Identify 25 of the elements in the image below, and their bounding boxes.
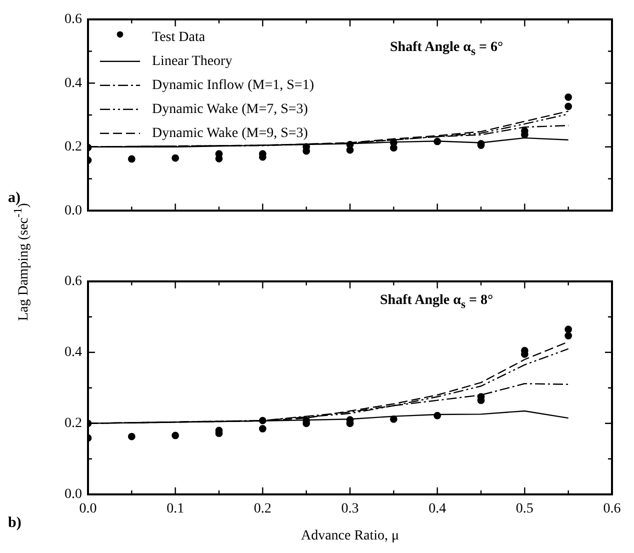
y-tick-label: 0.6 — [64, 12, 82, 28]
x-tick-label: 0.0 — [79, 501, 97, 516]
y-tick-label: 0.2 — [64, 140, 82, 155]
x-tick-label: 0.4 — [428, 501, 446, 516]
y-tick-label: 0.4 — [64, 76, 82, 91]
legend-label: Test Data — [152, 30, 206, 46]
text: b) — [8, 515, 22, 532]
y-tick-label: 0.0 — [64, 203, 82, 218]
annotation: Shaft Angle α$_{s}$ = 8° — [380, 293, 494, 311]
text: a) — [8, 190, 20, 206]
legend-label: Dynamic Wake (M=7, S=3) — [152, 102, 308, 118]
y-tick-label: 0.2 — [64, 416, 82, 432]
y-tick-label: 0.6 — [64, 274, 82, 290]
y-tick-label: 0.4 — [64, 345, 82, 360]
x-tick-label: 0.6 — [603, 501, 621, 516]
x-tick-label: 0.5 — [516, 501, 534, 516]
x-axis-title: Advance Ratio, μ — [300, 528, 400, 544]
y-tick-label: 0.0 — [64, 487, 82, 502]
x-tick-label: 0.1 — [166, 501, 184, 516]
x-tick-label: 0.2 — [254, 501, 272, 516]
legend-label: Linear Theory — [152, 54, 232, 70]
legend-label: Dynamic Inflow (M=1, S=1) — [152, 78, 314, 94]
annotation: Shaft Angle α$_{s}$ = 6° — [390, 40, 504, 58]
legend-label: Dynamic Wake (M=9, S=3) — [152, 126, 308, 142]
x-tick-label: 0.3 — [341, 501, 359, 516]
